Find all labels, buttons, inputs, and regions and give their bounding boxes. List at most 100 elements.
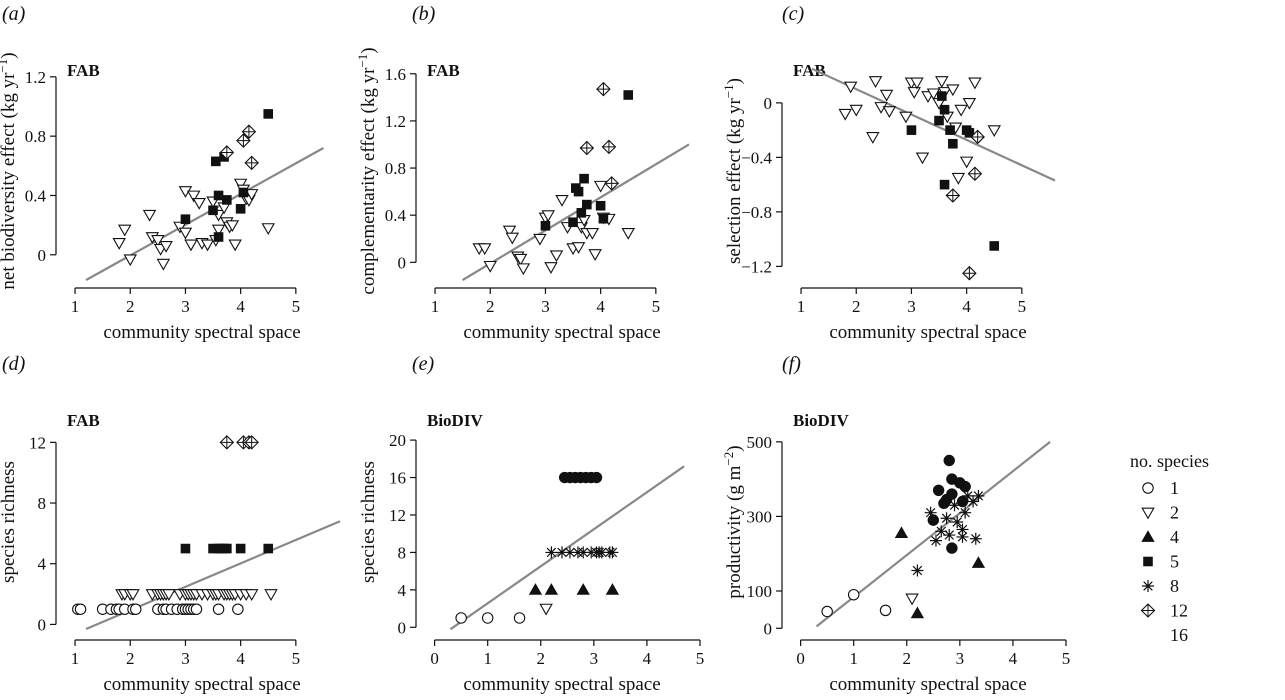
data-point-filled-square	[576, 208, 587, 218]
data-point-open-down-triangle	[142, 209, 157, 222]
data-point-asterisk	[935, 525, 948, 538]
data-point-filled-square	[937, 91, 947, 101]
x-axis-title: community spectral space	[463, 674, 660, 695]
data-point-open-down-triangle	[211, 224, 226, 237]
data-point-open-down-triangle	[593, 180, 608, 193]
x-tick-label: 1	[849, 649, 858, 668]
x-tick-label: 0	[796, 649, 805, 668]
legend-item: 1	[1142, 478, 1179, 498]
data-point-crossed-diamond	[601, 139, 617, 155]
data-point-crossed-diamond	[244, 435, 259, 450]
data-point-open-down-triangle	[244, 189, 259, 201]
legend-label: 5	[1170, 552, 1179, 572]
x-tick-label: 4	[236, 649, 245, 668]
y-axis-title: species richness	[358, 461, 379, 583]
data-points	[72, 435, 278, 615]
data-point-open-down-triangle	[946, 84, 960, 97]
y-axis-title: net biodiversity effect (kg yr−1)	[0, 52, 19, 289]
data-point-open-down-triangle	[544, 262, 558, 274]
x-tick-label: 2	[486, 297, 495, 316]
y-axis: 0 0.4 0.8 1.2 1.6 complementarity effect (kg …	[355, 47, 417, 295]
data-point-filled-square	[945, 125, 955, 135]
data-point-filled-up-triangle	[971, 556, 986, 568]
data-point-filled-square	[595, 200, 606, 211]
y-tick-label: 500	[747, 433, 773, 452]
panel-letter: (e)	[412, 353, 435, 375]
data-point-open-down-triangle	[513, 253, 528, 266]
data-point-crossed-diamond	[241, 124, 257, 139]
legend-label: 12	[1170, 601, 1188, 621]
data-point-filled-square	[582, 199, 592, 210]
dataset-label: FAB	[427, 61, 460, 80]
data-point-open-down-triangle	[879, 89, 894, 102]
data-point-open-down-triangle	[915, 152, 930, 165]
data-point-asterisk	[972, 489, 985, 502]
data-point-open-down-triangle	[585, 227, 600, 240]
x-tick-label: 3	[181, 297, 190, 316]
data-point-open-down-triangle	[186, 190, 201, 203]
data-point-crossed-diamond	[970, 129, 985, 145]
x-axis-title: community spectral space	[103, 674, 300, 695]
y-axis-title: productivity (g m−2)	[721, 445, 746, 598]
dataset-label: FAB	[67, 61, 100, 80]
legend-item: 2	[1141, 503, 1179, 523]
data-point-crossed-diamond	[219, 435, 235, 450]
dataset-label: BioDIV	[793, 411, 849, 430]
data-point-open-down-triangle	[126, 589, 140, 601]
data-point-filled-square	[238, 187, 249, 198]
data-point-asterisk	[929, 534, 942, 547]
data-point-open-circle	[190, 603, 203, 615]
data-point-open-down-triangle	[162, 589, 176, 601]
legend-label: 8	[1170, 576, 1179, 596]
data-point-open-down-triangle	[477, 243, 492, 256]
data-points	[838, 76, 1001, 281]
x-axis-title: community spectral space	[829, 322, 1026, 343]
y-tick-label: 0	[398, 253, 407, 272]
x-tick-label: 5	[292, 297, 301, 316]
y-tick-label: 16	[389, 469, 406, 488]
data-points	[472, 81, 635, 276]
data-point-filled-square	[939, 179, 950, 190]
data-point-open-down-triangle	[156, 258, 171, 271]
data-point-open-down-triangle	[968, 77, 982, 90]
data-point-asterisk	[956, 530, 969, 543]
data-point-filled-up-triangle	[894, 526, 909, 539]
x-tick-label: 4	[1009, 649, 1018, 668]
y-tick-label: 0	[764, 619, 773, 638]
data-point-asterisk	[563, 546, 576, 559]
data-point-crossed-diamond	[596, 81, 611, 97]
data-point-open-down-triangle	[843, 81, 858, 94]
data-point-open-circle	[821, 605, 833, 618]
data-point-open-down-triangle	[951, 172, 966, 185]
x-axis: 0 1 2 3 4 5 community spectral space	[430, 639, 704, 695]
data-point-filled-square	[623, 90, 634, 100]
data-point-open-down-triangle	[178, 227, 193, 240]
legend-label: 2	[1170, 503, 1179, 523]
y-tick-label: 1.6	[385, 65, 406, 84]
data-point-asterisk	[943, 529, 956, 542]
data-point-open-circle	[130, 603, 142, 615]
data-point-open-circle	[879, 604, 892, 617]
legend-item: 16	[1170, 625, 1188, 645]
data-point-asterisk	[961, 489, 974, 502]
x-tick-label: 4	[643, 649, 652, 668]
data-point-open-circle	[232, 603, 244, 615]
data-points	[112, 109, 275, 271]
y-tick-label: 0.4	[25, 186, 47, 205]
x-axis: 1 2 3 4 5 community spectral space	[431, 287, 661, 343]
data-point-asterisk	[577, 546, 590, 559]
data-point-open-down-triangle	[225, 220, 240, 233]
x-axis-title: community spectral space	[829, 674, 1026, 695]
x-tick-label: 4	[962, 297, 971, 316]
y-tick-label: 12	[389, 506, 406, 525]
data-point-asterisk	[948, 499, 961, 512]
data-point-asterisk	[969, 532, 982, 545]
data-point-open-circle	[513, 612, 526, 624]
y-tick-label: 0	[38, 246, 47, 265]
data-point-filled-square	[540, 220, 551, 231]
data-point-open-down-triangle	[539, 603, 553, 616]
data-point-open-down-triangle	[987, 125, 1001, 138]
